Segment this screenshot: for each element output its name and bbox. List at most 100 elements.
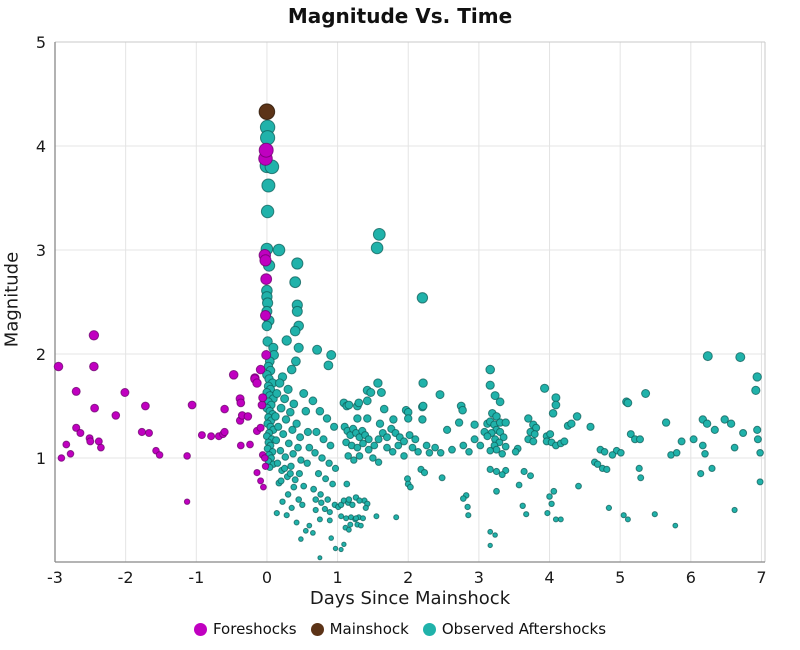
data-point — [344, 400, 354, 410]
data-point — [312, 496, 320, 503]
data-point — [519, 502, 526, 509]
data-point — [483, 432, 492, 441]
data-point — [256, 423, 265, 432]
data-point — [411, 435, 420, 444]
data-point — [370, 441, 379, 450]
data-point — [310, 485, 318, 493]
data-point — [756, 449, 764, 457]
data-point — [739, 429, 748, 437]
data-point — [295, 470, 303, 478]
data-point — [322, 475, 330, 483]
data-point — [465, 448, 473, 456]
x-tick-label: 1 — [332, 568, 342, 587]
data-point — [418, 401, 428, 411]
data-point — [286, 364, 297, 375]
data-point — [443, 425, 452, 434]
data-point — [236, 398, 246, 408]
data-point — [485, 380, 495, 390]
y-tick-label: 5 — [36, 33, 46, 52]
data-point — [753, 435, 762, 444]
data-point — [487, 528, 494, 535]
data-point — [651, 511, 658, 518]
data-point — [280, 394, 290, 404]
data-point — [360, 515, 366, 522]
data-point — [207, 432, 216, 441]
data-point — [617, 449, 625, 457]
data-point — [710, 425, 719, 434]
data-point — [394, 441, 403, 450]
data-point — [752, 372, 762, 382]
data-point — [492, 532, 498, 538]
data-point — [317, 555, 323, 561]
data-point — [702, 351, 713, 362]
data-point — [540, 383, 550, 393]
data-point — [414, 448, 422, 456]
x-tick-label: 2 — [403, 568, 413, 587]
data-point — [326, 441, 335, 450]
data-point — [284, 491, 292, 498]
data-point — [300, 482, 308, 490]
data-point — [620, 512, 627, 519]
data-point — [155, 451, 164, 459]
data-point — [303, 459, 311, 467]
data-point — [326, 350, 337, 360]
data-point — [260, 483, 267, 491]
data-point — [425, 449, 434, 457]
data-point — [275, 378, 285, 388]
series-observed-aftershocks — [259, 119, 764, 561]
data-point — [261, 320, 273, 332]
data-point — [362, 396, 372, 406]
data-point — [470, 420, 479, 429]
data-point — [283, 512, 290, 519]
data-point — [515, 481, 523, 489]
data-point — [448, 445, 456, 454]
legend-label-aftershocks: Observed Aftershocks — [441, 620, 607, 638]
data-point — [311, 449, 319, 457]
data-point — [228, 370, 239, 380]
data-point — [720, 415, 729, 424]
data-point — [197, 431, 206, 440]
data-point — [260, 130, 276, 146]
data-point — [292, 419, 301, 428]
data-point — [286, 470, 294, 478]
data-point — [501, 418, 510, 427]
data-point — [324, 496, 332, 503]
data-point — [261, 178, 276, 193]
data-point — [701, 450, 709, 458]
data-point — [262, 336, 273, 347]
data-point — [322, 414, 332, 423]
data-point — [548, 500, 555, 507]
data-point — [527, 472, 534, 480]
data-point — [260, 310, 271, 321]
data-point — [343, 515, 350, 522]
data-point — [305, 443, 314, 452]
data-point — [220, 427, 229, 437]
data-point — [438, 474, 446, 482]
x-tick-label: -3 — [47, 568, 63, 587]
data-point — [389, 415, 398, 424]
data-point — [459, 441, 468, 450]
data-point — [731, 506, 738, 514]
data-point — [422, 441, 431, 450]
data-point — [550, 487, 558, 495]
data-point — [726, 419, 736, 428]
data-point — [260, 273, 273, 286]
data-point — [420, 469, 429, 477]
data-point — [557, 516, 564, 523]
data-point — [312, 506, 319, 514]
data-point — [71, 386, 81, 396]
data-point — [548, 409, 558, 418]
data-point — [295, 496, 303, 503]
data-point — [291, 476, 299, 484]
data-point — [383, 433, 391, 442]
data-point — [498, 471, 506, 479]
data-point — [314, 470, 323, 478]
data-point — [708, 464, 716, 472]
data-point — [623, 398, 633, 408]
data-point — [637, 474, 645, 482]
data-point — [66, 450, 75, 458]
data-point — [111, 411, 121, 420]
data-point — [370, 241, 384, 255]
data-point — [636, 435, 644, 444]
